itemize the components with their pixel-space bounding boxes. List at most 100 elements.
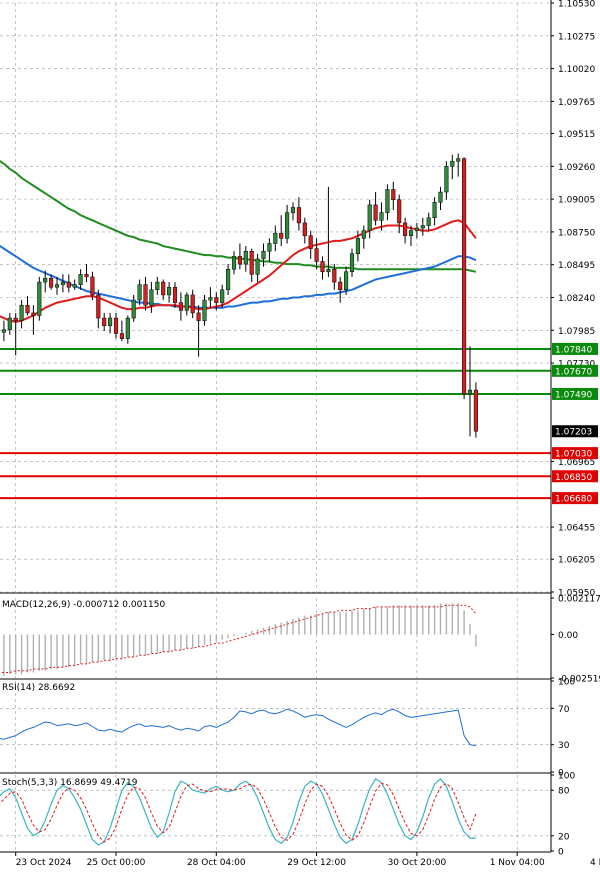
candle-bullish xyxy=(231,256,237,270)
macd-y-tick-label: 0.002117 xyxy=(558,595,600,605)
candle-bearish xyxy=(113,317,119,334)
x-tick-label: 4 Nov 08:00 xyxy=(590,858,600,868)
x-tick-label: 23 Oct 2024 xyxy=(16,858,72,868)
rsi-y-tick-label: 100 xyxy=(558,678,575,688)
candle-bearish xyxy=(31,312,36,316)
candle-bullish xyxy=(78,274,83,285)
current-price-tag xyxy=(552,425,598,438)
candle-bearish xyxy=(320,261,325,273)
candle-bullish xyxy=(243,250,248,265)
candle-bullish xyxy=(226,268,231,291)
candle-bullish xyxy=(467,389,473,395)
candle-bearish xyxy=(462,158,467,395)
macd-y-tick-label: 0.00 xyxy=(558,631,578,641)
rsi-y-tick-label: 0 xyxy=(558,769,564,779)
candle-bearish xyxy=(96,294,101,319)
candle-bullish xyxy=(202,299,207,321)
series-layer xyxy=(0,153,478,846)
grid-layer xyxy=(0,2,551,851)
candle-bearish xyxy=(84,274,89,278)
stoch-label: Stoch(5,3,3) 16.8699 49.4719 xyxy=(2,778,138,788)
support-level-price-label: 1.07840 xyxy=(555,345,592,355)
candle-bullish xyxy=(255,258,260,275)
x-tick-label: 25 Oct 00:00 xyxy=(87,858,146,868)
y-tick-label: 1.06965 xyxy=(558,458,595,468)
candle-bearish xyxy=(237,256,242,265)
rsi-y-tick-label: 30 xyxy=(558,741,570,751)
y-tick-label: 1.06455 xyxy=(558,524,595,534)
candle-bullish xyxy=(426,217,431,226)
candle-bullish xyxy=(450,160,455,167)
candle-bearish xyxy=(102,317,107,327)
ma-medium-line xyxy=(0,244,477,309)
candle-bearish xyxy=(391,189,396,201)
candle-bullish xyxy=(444,166,449,193)
candle-bullish xyxy=(361,230,366,239)
candle-bullish xyxy=(385,189,390,213)
stoch-y-tick-label: 20 xyxy=(558,832,570,842)
candle-bearish xyxy=(66,281,71,288)
levels-layer xyxy=(0,347,551,500)
x-tick-label: 28 Oct 04:00 xyxy=(187,858,246,868)
candle-bearish xyxy=(296,207,301,224)
candle-bullish xyxy=(438,191,443,203)
resistance-level-price-label: 1.06850 xyxy=(555,473,592,483)
y-tick-label: 1.09765 xyxy=(558,98,595,108)
candle-bullish xyxy=(72,284,77,288)
ma-fast-line xyxy=(0,219,477,323)
support-level-price-tag xyxy=(552,342,598,355)
candle-bullish xyxy=(367,204,372,231)
y-tick-label: 1.08240 xyxy=(558,294,595,304)
candle-bullish xyxy=(267,243,272,252)
rsi-y-tick-label: 70 xyxy=(558,705,570,715)
candle-bullish xyxy=(408,230,414,237)
candle-bearish xyxy=(13,317,18,321)
candle-bearish xyxy=(90,276,95,296)
resistance-level-price-tag xyxy=(552,470,598,483)
current-price-label: 1.07203 xyxy=(555,428,592,438)
candle-bearish xyxy=(172,286,178,303)
candle-bearish xyxy=(332,268,337,283)
candle-bullish xyxy=(349,253,355,273)
y-tick-label: 1.10020 xyxy=(558,65,595,75)
ma-slow-line xyxy=(0,160,477,273)
candle-bearish xyxy=(49,277,54,288)
candle-bullish xyxy=(54,284,60,288)
x-tick-label: 1 Nov 04:00 xyxy=(490,858,545,868)
y-tick-label: 1.06205 xyxy=(558,556,595,566)
support-level-price-label: 1.07490 xyxy=(555,390,592,400)
y-tick-label: 1.09260 xyxy=(558,163,595,173)
candle-bearish xyxy=(308,235,313,249)
y-tick-label: 1.05950 xyxy=(558,589,595,599)
candle-bullish xyxy=(184,294,189,311)
y-tick-label: 1.10530 xyxy=(558,0,595,10)
y-tick-label: 1.10275 xyxy=(558,32,595,42)
candle-bullish xyxy=(290,207,296,213)
candle-bullish xyxy=(137,284,142,301)
x-tick-label: 30 Oct 20:00 xyxy=(388,858,447,868)
resistance-level-price-label: 1.06680 xyxy=(555,495,592,505)
macd-y-tick-label: -0.002519 xyxy=(558,675,600,685)
candle-bullish xyxy=(208,297,213,301)
stoch-y-tick-label: 100 xyxy=(558,772,575,782)
rsi-title: RSI(14) 28.6692 xyxy=(2,683,79,693)
y-tick-label: 1.09005 xyxy=(558,196,595,206)
stoch-signal-line xyxy=(0,782,477,843)
support-level-price-tag xyxy=(552,387,598,400)
candle-bullish xyxy=(379,212,384,221)
candle-bullish xyxy=(355,238,360,255)
macd-signal-line xyxy=(0,604,477,673)
candle-bearish xyxy=(25,304,30,314)
candle-bullish xyxy=(432,202,437,219)
candle-bearish xyxy=(302,222,307,237)
candle-bullish xyxy=(43,277,48,283)
resistance-level-price-tag xyxy=(552,447,598,460)
candle-bullish xyxy=(19,304,24,321)
support-level-price-label: 1.07670 xyxy=(555,367,592,377)
y-tick-label: 1.09515 xyxy=(558,130,595,140)
support-level-price-tag xyxy=(552,364,598,377)
candle-bearish xyxy=(473,389,478,432)
rsi-line xyxy=(0,708,476,747)
stoch-y-tick-label: 80 xyxy=(558,787,570,797)
